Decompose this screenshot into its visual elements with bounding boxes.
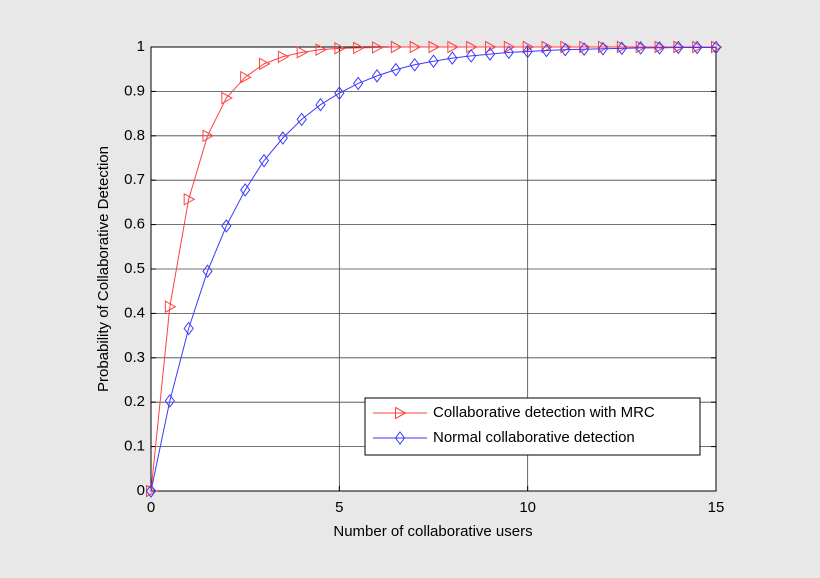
marker (371, 69, 383, 83)
y-tick-label: 0.6 (124, 216, 145, 233)
marker (277, 131, 288, 145)
marker (466, 49, 477, 63)
marker (164, 394, 175, 408)
marker (390, 62, 401, 77)
marker (390, 40, 403, 54)
x-axis-label: Number of collaborative users (333, 523, 532, 540)
marker (145, 484, 157, 498)
marker (240, 70, 252, 84)
marker (560, 42, 571, 57)
marker (447, 40, 459, 54)
marker (654, 40, 667, 54)
marker (503, 45, 514, 60)
x-tick-label: 10 (519, 499, 536, 516)
marker (221, 219, 232, 233)
marker (353, 76, 364, 91)
marker (372, 41, 384, 54)
marker (522, 40, 535, 54)
y-tick-label: 0.1 (124, 438, 145, 455)
series-line (150, 46, 716, 492)
marker (654, 41, 665, 55)
marker (579, 42, 590, 57)
y-tick-label: 0.3 (124, 349, 145, 366)
marker (447, 51, 458, 65)
marker (258, 153, 270, 168)
y-tick-label: 0.5 (124, 260, 145, 277)
marker (296, 112, 307, 127)
y-tick-label: 0.7 (124, 171, 145, 188)
marker (485, 40, 497, 54)
marker (202, 264, 213, 279)
marker (334, 86, 345, 101)
marker (315, 43, 328, 57)
legend-box (364, 397, 701, 456)
marker (409, 40, 422, 54)
marker (597, 41, 609, 56)
marker (541, 40, 554, 54)
y-tick-label: 0.9 (124, 82, 145, 99)
marker (164, 300, 177, 314)
series-line (150, 46, 716, 492)
marker (221, 91, 233, 105)
y-axis-label: Probability of Collaborative Detection (95, 146, 112, 392)
y-tick-label: 0.2 (124, 393, 145, 410)
x-tick-label: 5 (335, 499, 343, 516)
marker (428, 40, 441, 54)
marker (710, 40, 722, 55)
marker (296, 45, 309, 59)
marker (635, 41, 646, 55)
marker (522, 44, 533, 59)
legend-label: Normal collaborative detection (433, 429, 635, 446)
marker (277, 50, 290, 64)
marker (202, 129, 215, 143)
y-tick-label: 0 (137, 482, 145, 499)
y-tick-label: 1 (137, 38, 145, 55)
marker (315, 97, 326, 112)
marker (673, 40, 684, 55)
marker (334, 41, 346, 55)
marker (428, 54, 439, 69)
marker (616, 41, 627, 56)
marker (240, 183, 251, 197)
x-tick-label: 15 (708, 499, 725, 516)
marker (409, 57, 420, 72)
marker (692, 40, 703, 55)
legend-marker (395, 406, 407, 420)
marker (183, 321, 194, 336)
marker (635, 40, 648, 54)
marker (541, 43, 552, 58)
marker (259, 57, 271, 71)
x-tick-label: 0 (147, 499, 155, 516)
marker (484, 47, 496, 61)
marker (353, 41, 365, 55)
marker (616, 40, 629, 54)
legend-label: Collaborative detection with MRC (433, 404, 655, 421)
marker (503, 40, 516, 54)
legend-marker (394, 431, 406, 445)
y-tick-label: 0.8 (124, 127, 145, 144)
marker (183, 192, 196, 206)
y-tick-label: 0.4 (124, 304, 145, 321)
